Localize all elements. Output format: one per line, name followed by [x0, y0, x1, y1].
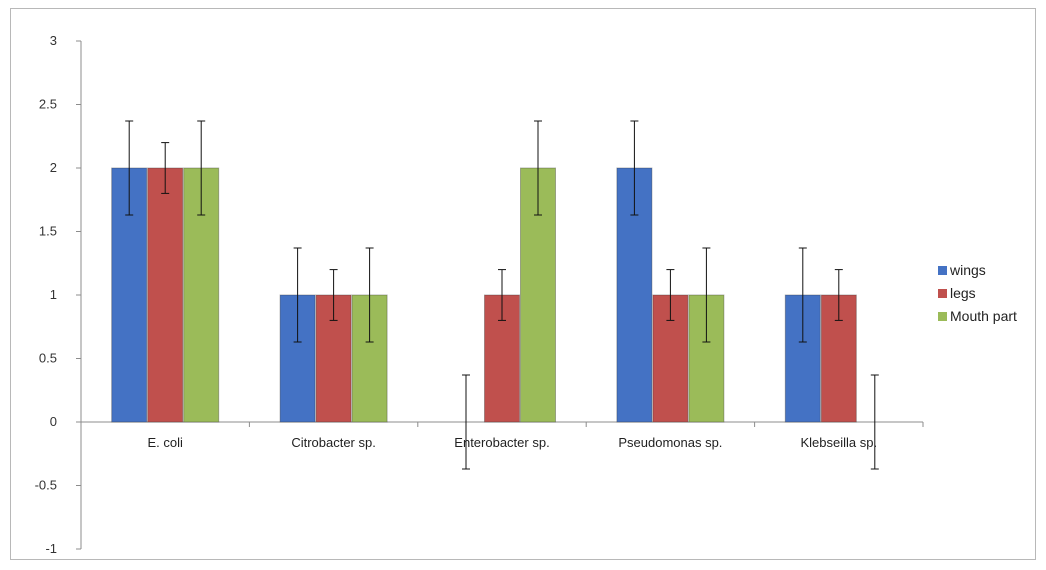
y-tick-label: 0 — [50, 414, 57, 429]
x-category-label: Citrobacter sp. — [291, 435, 376, 450]
y-tick-label: 2 — [50, 160, 57, 175]
y-tick-label: 3 — [50, 33, 57, 48]
x-category-label: Pseudomonas sp. — [618, 435, 722, 450]
bar-chart: -1 -0.5 0 0.5 1 1.5 2 2.5 3 E. coli Citrobacter s… — [35, 33, 1017, 556]
y-tick-label: -1 — [45, 541, 57, 556]
bar-legs — [147, 167, 184, 423]
legend-label: legs — [950, 285, 976, 301]
y-tick-label: -0.5 — [35, 478, 57, 493]
y-tick-labels: -1 -0.5 0 0.5 1 1.5 2 2.5 3 — [35, 33, 57, 556]
y-tick-label: 1 — [50, 287, 57, 302]
x-category-label: Klebseilla sp. — [800, 435, 877, 450]
y-tick-label: 1.5 — [39, 224, 57, 239]
legend-label: Mouth part — [950, 308, 1017, 324]
y-tick-label: 0.5 — [39, 351, 57, 366]
legend: wings legs Mouth part — [938, 262, 1017, 324]
legend-swatch-wings — [938, 266, 947, 275]
y-tick-label: 2.5 — [39, 97, 57, 112]
error-bars — [125, 120, 879, 470]
legend-swatch-mouth-part — [938, 312, 947, 321]
chart-frame: -1 -0.5 0 0.5 1 1.5 2 2.5 3 E. coli Citrobacter s… — [10, 8, 1036, 560]
x-category-label: E. coli — [147, 435, 183, 450]
x-category-labels: E. coli Citrobacter sp. Enterobacter sp. Ps… — [147, 435, 877, 450]
legend-label: wings — [949, 262, 986, 278]
x-category-label: Enterobacter sp. — [454, 435, 549, 450]
legend-swatch-legs — [938, 289, 947, 298]
bars — [111, 167, 857, 423]
